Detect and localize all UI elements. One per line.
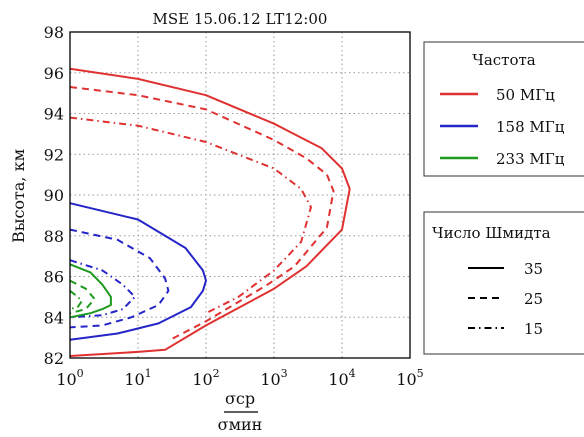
x-axis-label-denominator: σмин	[218, 415, 263, 434]
series-line	[69, 290, 83, 311]
legend-label: 158 МГц	[496, 118, 565, 136]
x-tick-label: 101	[124, 367, 151, 389]
y-tick-label: 98	[44, 23, 64, 42]
x-axis-label-numerator: σср	[225, 389, 255, 408]
series-line	[69, 259, 136, 319]
series-line	[69, 228, 170, 329]
series-line	[69, 116, 312, 315]
legend-box	[423, 41, 584, 177]
grid	[69, 31, 411, 359]
y-tick-label: 92	[44, 145, 64, 164]
y-tick-label: 84	[44, 308, 64, 327]
legend-label: 25	[524, 290, 543, 308]
series-line	[69, 86, 335, 341]
x-tick-label: 103	[260, 367, 287, 389]
x-tick-label: 105	[396, 367, 423, 389]
series-line	[69, 279, 96, 315]
series-line	[69, 202, 207, 341]
y-tick-label: 86	[44, 268, 64, 287]
series-line	[69, 67, 351, 357]
legend-frequency: Частота 50 МГц 158 МГц 233 МГц	[423, 41, 584, 177]
plot-frame	[69, 31, 411, 359]
x-tick-label: 102	[192, 367, 219, 389]
series-line	[69, 263, 112, 319]
y-tick-label: 88	[44, 227, 64, 246]
chart-title: MSE 15.06.12 LT12:00	[153, 10, 328, 28]
y-tick-label: 96	[44, 64, 64, 83]
legend-label: 15	[524, 320, 543, 338]
y-tick-label: 90	[44, 186, 64, 205]
x-tick-label: 104	[328, 367, 355, 389]
legend-label: 35	[524, 260, 543, 278]
x-axis-label: σср σмин	[218, 389, 263, 434]
series-group	[69, 67, 351, 357]
x-tick-labels: 100 101 102 103 104 105	[56, 367, 423, 389]
legend-title: Частота	[472, 51, 536, 69]
x-tick-label: 100	[56, 367, 83, 389]
y-tick-label: 82	[44, 349, 64, 368]
y-tick-label: 94	[44, 105, 64, 124]
legend-label: 50 МГц	[496, 86, 555, 104]
legend-label: 233 МГц	[496, 150, 565, 168]
y-axis-label: Высота, км	[9, 149, 28, 243]
legend-title: Число Шмидта	[432, 224, 551, 242]
y-tick-labels: 82 84 86 88 90 92 94 96 98	[44, 23, 64, 368]
legend-schmidt: Число Шмидта 35 25 15	[423, 211, 584, 355]
legend-box	[423, 211, 584, 355]
